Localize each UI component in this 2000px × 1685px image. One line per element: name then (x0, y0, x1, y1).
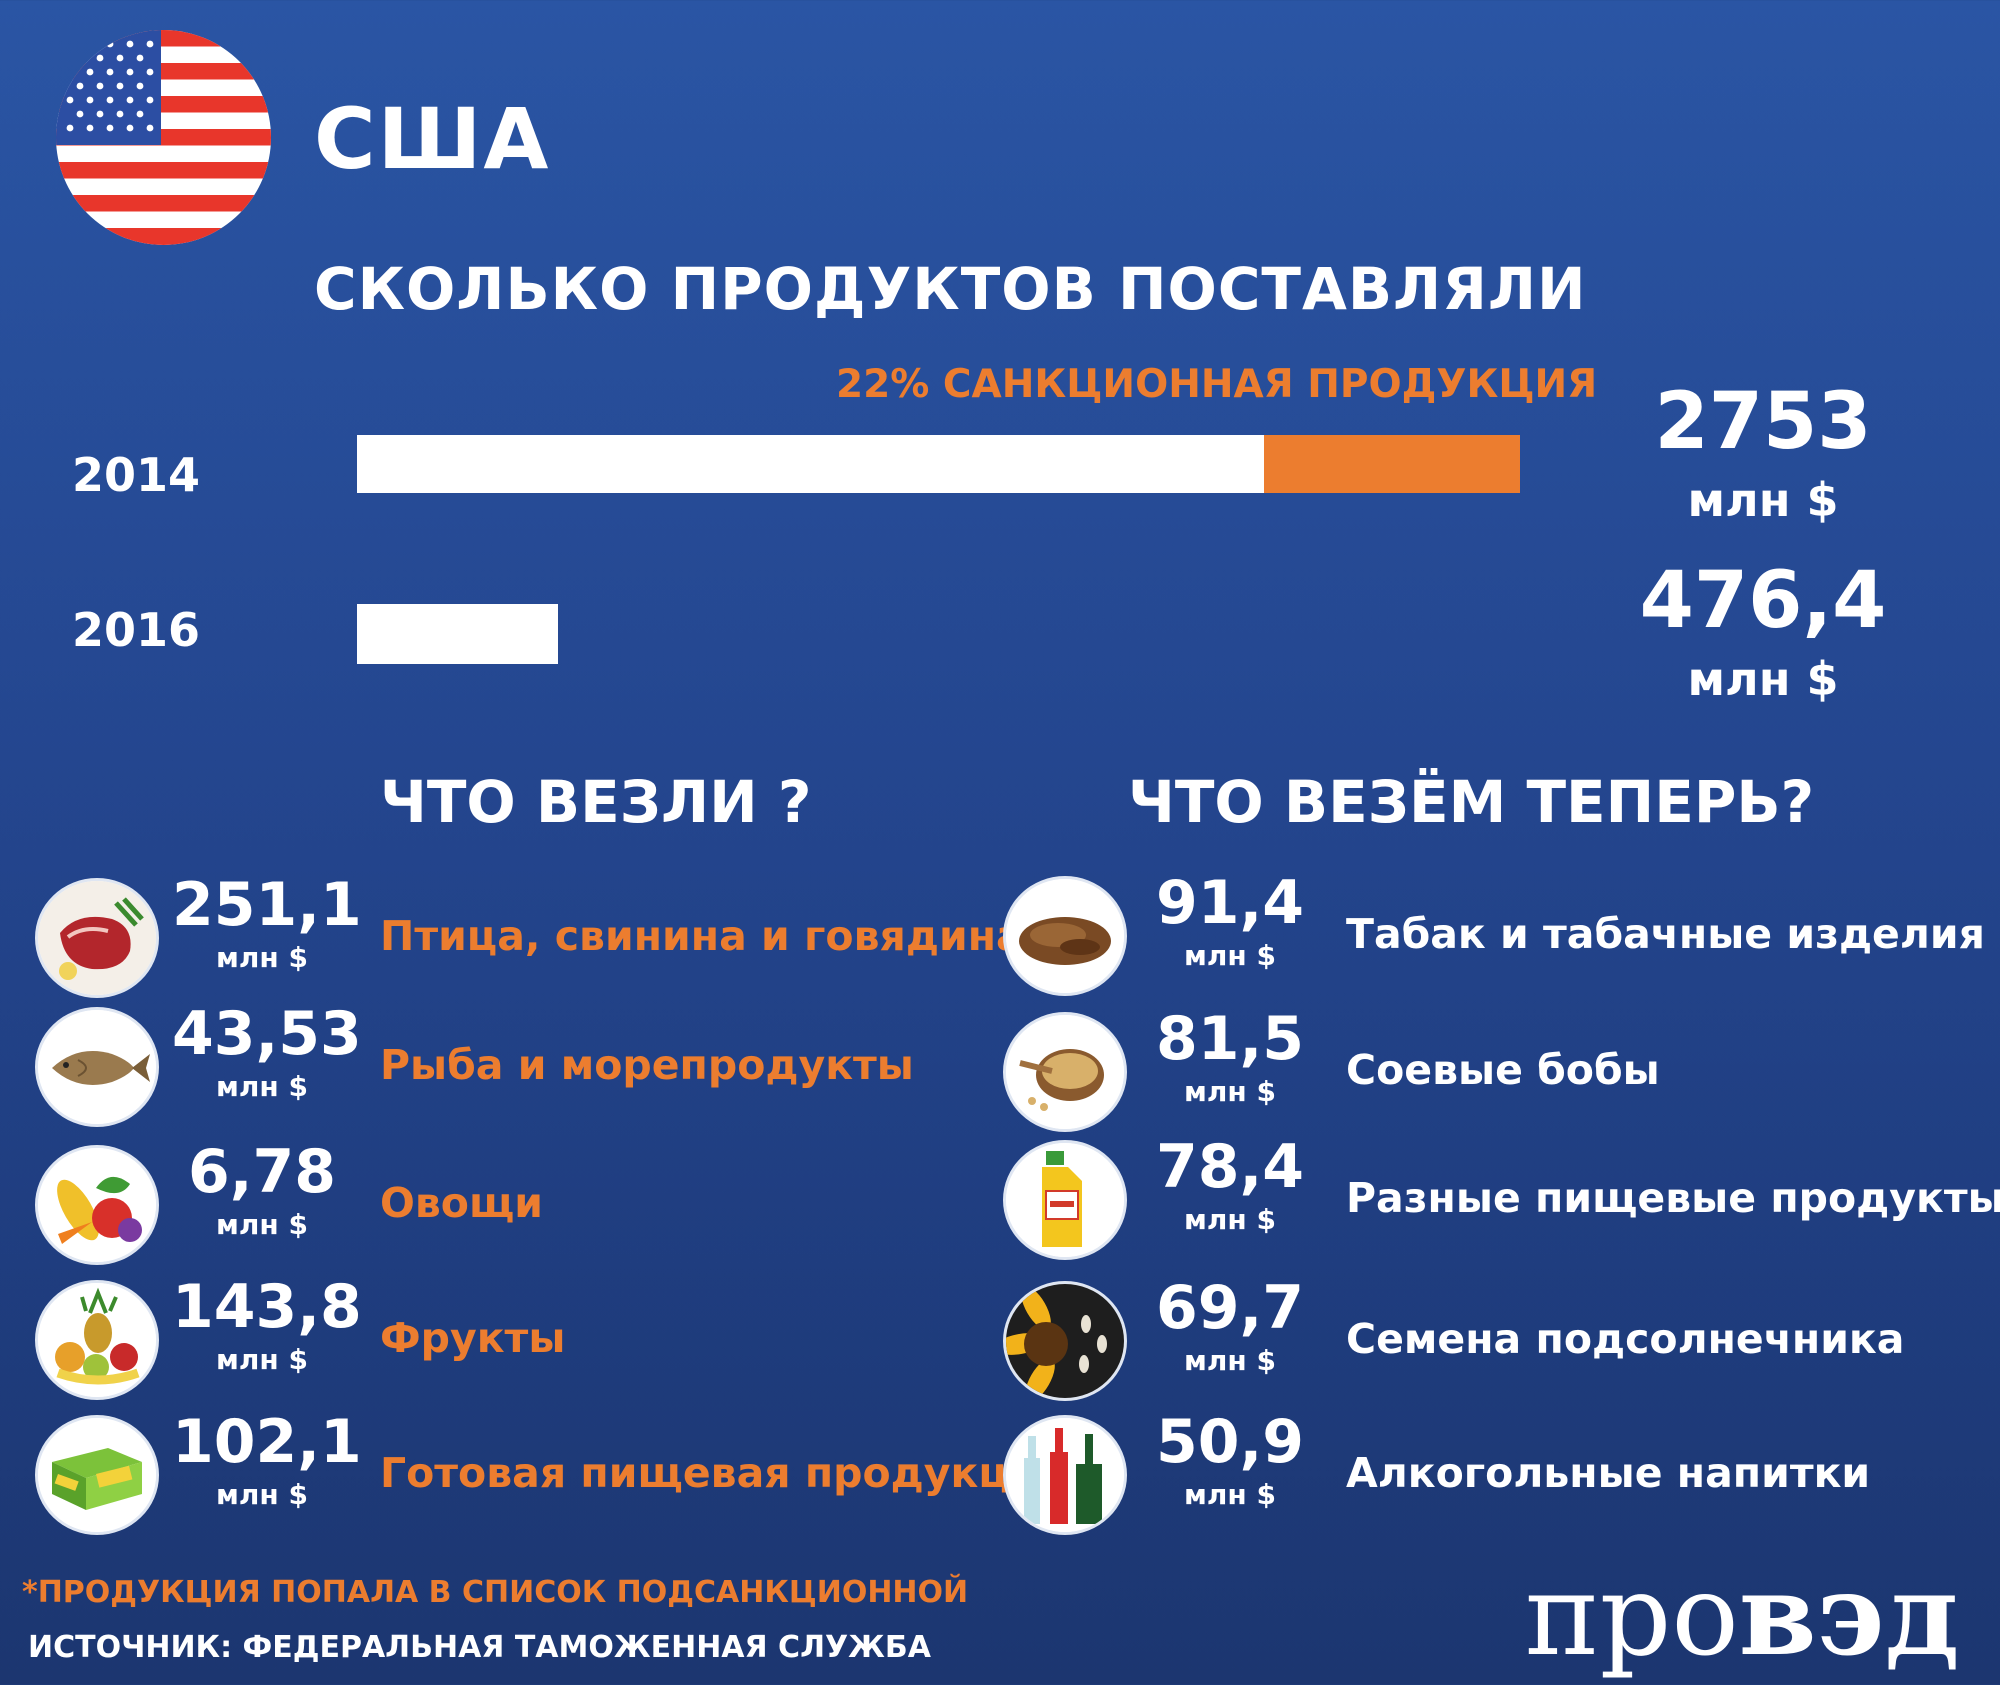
item-unit: млн $ (216, 1070, 308, 1103)
item-label: Табак и табачные изделия (1346, 910, 1985, 958)
sunflower-icon (1003, 1281, 1127, 1401)
chart-title: СКОЛЬКО ПРОДУКТОВ ПОСТАВЛЯЛИ (314, 255, 1587, 323)
list-item: 102,1 млн $ Готовая пищевая продукция (35, 1411, 1064, 1535)
source-note: ИСТОЧНИК: ФЕДЕРАЛЬНАЯ ТАМОЖЕННАЯ СЛУЖБА (28, 1630, 931, 1665)
vegetables-icon (35, 1145, 159, 1265)
item-value: 81,5 (1155, 1004, 1305, 1074)
packaged-food-icon (35, 1415, 159, 1535)
provad-logo: провэд (1525, 1560, 1959, 1673)
total-2016-value: 476,4 (1639, 556, 1887, 646)
list-item: 43,53 млн $ Рыба и морепродукты (35, 1003, 995, 1127)
item-label: Птица, свинина и говядина (380, 912, 1024, 960)
total-2014: 2753 млн $ (1613, 383, 1913, 527)
list-item: 81,5 млн $ Соевые бобы (1003, 1008, 1963, 1132)
year-label-2014: 2014 (72, 448, 201, 502)
total-2014-unit: млн $ (1687, 473, 1839, 527)
item-value: 143,8 (172, 1272, 362, 1342)
list-item: 78,4 млн $ Разные пищевые продукты (1003, 1136, 2000, 1260)
fruits-icon (35, 1280, 159, 1400)
item-unit: млн $ (216, 1478, 308, 1511)
list-item: 50,9 млн $ Алкогольные напитки (1003, 1411, 1963, 1535)
item-unit: млн $ (216, 1343, 308, 1376)
item-value: 6,78 (187, 1137, 337, 1207)
bar-2014 (357, 435, 1520, 493)
logo-part-1: про (1525, 1551, 1739, 1681)
footnote: *ПРОДУКЦИЯ ПОПАЛА В СПИСОК ПОДСАНКЦИОННО… (22, 1575, 969, 1610)
bar-2016-base-segment (357, 604, 559, 664)
item-unit: млн $ (216, 1208, 308, 1241)
usa-flag-icon (56, 30, 271, 245)
item-label: Готовая пищевая продукция (380, 1449, 1064, 1497)
bar-2014-sanction-segment (1264, 435, 1520, 493)
bottles-icon (1003, 1415, 1127, 1535)
item-unit: млн $ (216, 941, 308, 974)
item-unit: млн $ (1184, 939, 1276, 972)
item-value: 78,4 (1155, 1132, 1305, 1202)
total-2014-value: 2753 (1654, 377, 1872, 467)
item-value: 251,1 (172, 870, 362, 940)
item-unit: млн $ (1184, 1203, 1276, 1236)
item-unit: млн $ (1184, 1344, 1276, 1377)
list-item: 6,78 млн $ Овощи (35, 1141, 995, 1265)
meat-icon (35, 878, 159, 998)
fish-icon (35, 1007, 159, 1127)
item-value: 102,1 (172, 1407, 362, 1477)
item-label: Фрукты (380, 1314, 566, 1362)
now-column-title: ЧТО ВЕЗЁМ ТЕПЕРЬ? (1128, 768, 1815, 836)
item-label: Разные пищевые продукты (1346, 1174, 2000, 1222)
list-item: 143,8 млн $ Фрукты (35, 1276, 995, 1400)
item-label: Соевые бобы (1346, 1046, 1660, 1094)
item-unit: млн $ (1184, 1478, 1276, 1511)
syrup-bottle-icon (1003, 1140, 1127, 1260)
item-value: 91,4 (1155, 868, 1305, 938)
bar-2016 (357, 604, 1520, 664)
item-unit: млн $ (1184, 1075, 1276, 1108)
list-item: 251,1 млн $ Птица, свинина и говядина (35, 874, 1024, 998)
bar-2014-base-segment (357, 435, 1265, 493)
logo-part-2: вэд (1738, 1550, 1960, 1681)
item-value: 69,7 (1155, 1273, 1305, 1343)
item-label: Семена подсолнечника (1346, 1315, 1905, 1363)
item-label: Алкогольные напитки (1346, 1449, 1871, 1497)
list-item: 69,7 млн $ Семена подсолнечника (1003, 1277, 1963, 1401)
item-label: Овощи (380, 1179, 544, 1227)
item-value: 43,53 (172, 999, 362, 1069)
tobacco-icon (1003, 876, 1127, 996)
item-label: Рыба и морепродукты (380, 1041, 914, 1089)
soybeans-icon (1003, 1012, 1127, 1132)
sanction-annotation: 22% САНКЦИОННАЯ ПРОДУКЦИЯ (836, 362, 1598, 407)
before-column-title: ЧТО ВЕЗЛИ ? (380, 768, 812, 836)
total-2016-unit: млн $ (1687, 652, 1839, 706)
list-item: 91,4 млн $ Табак и табачные изделия (1003, 872, 1985, 996)
item-value: 50,9 (1155, 1407, 1305, 1477)
country-title: США (314, 90, 551, 188)
year-label-2016: 2016 (72, 603, 201, 657)
total-2016: 476,4 млн $ (1613, 562, 1913, 706)
